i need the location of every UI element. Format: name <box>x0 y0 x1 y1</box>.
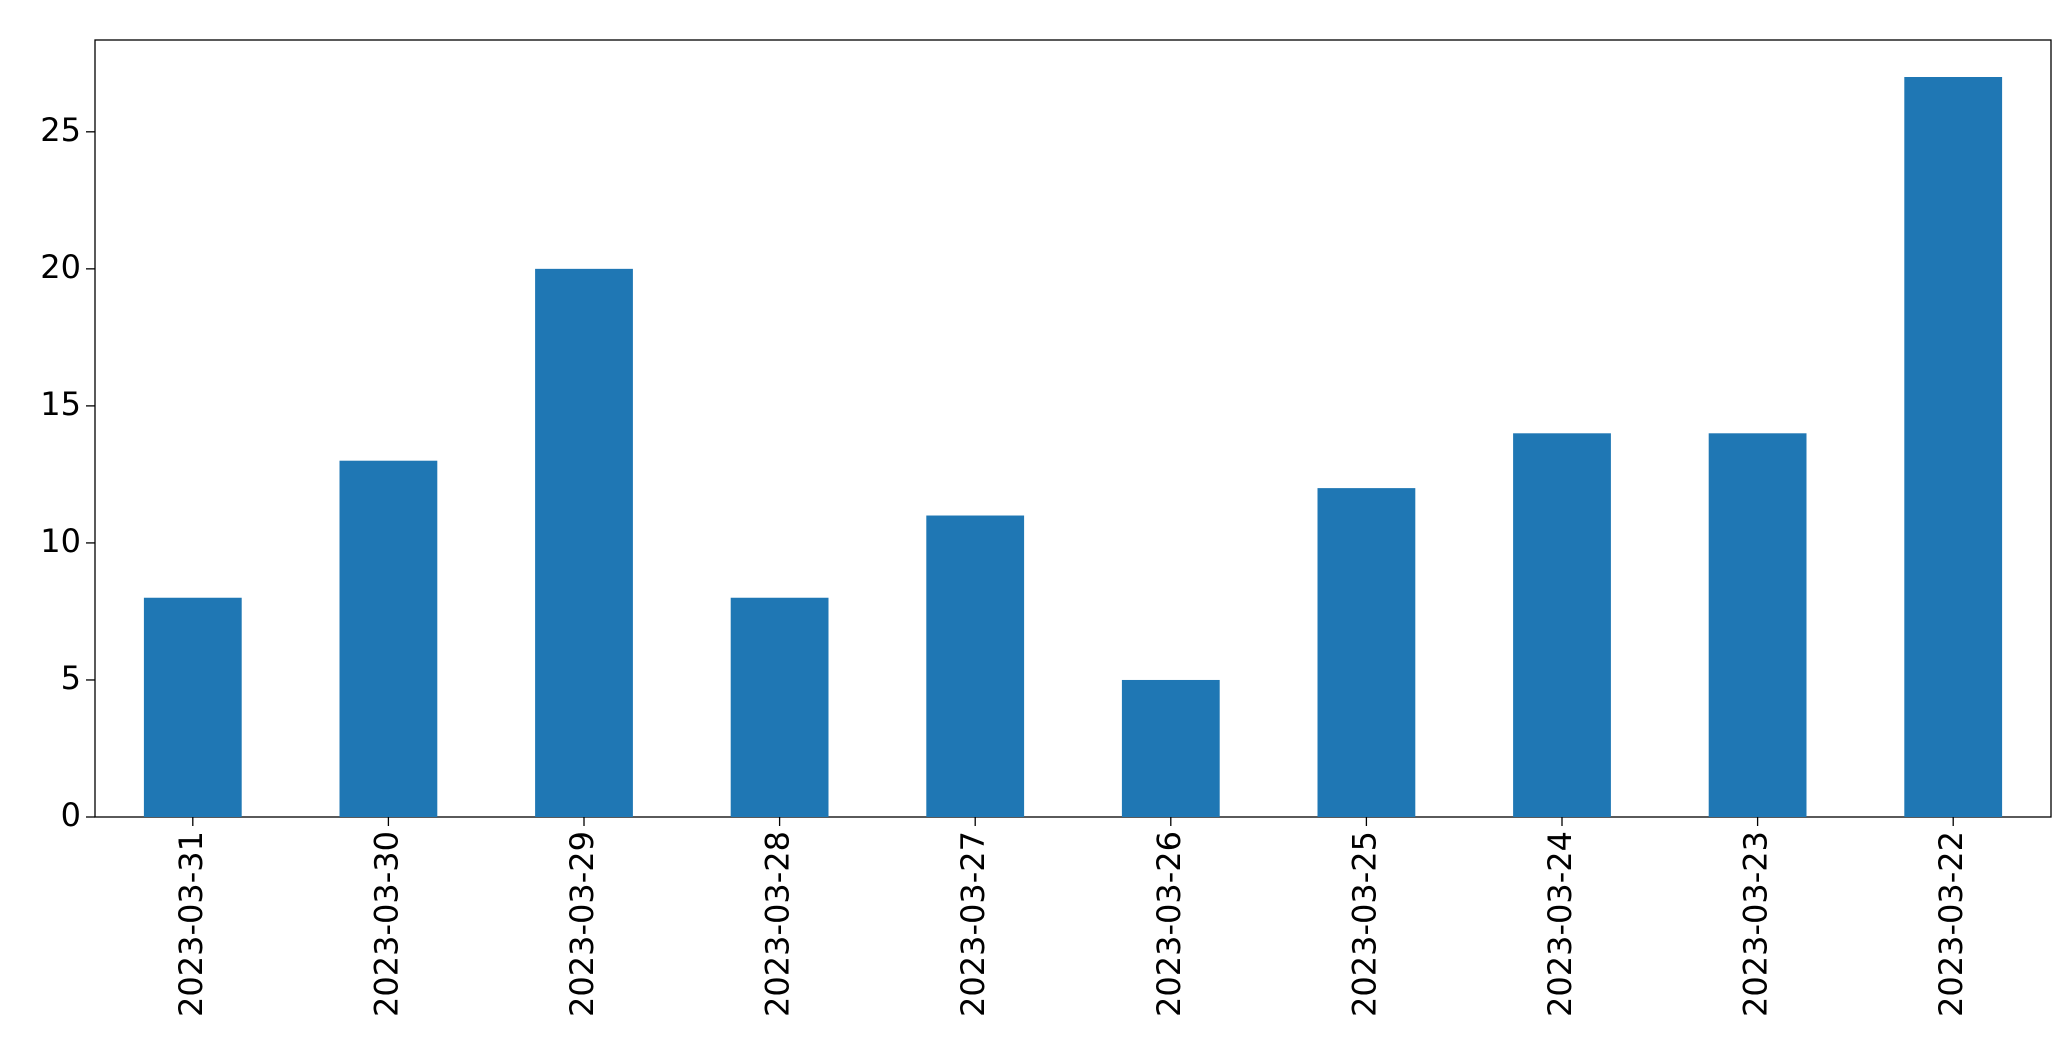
bar <box>339 460 438 817</box>
bar <box>926 515 1025 817</box>
x-tick-label: 2023-03-27 <box>954 831 992 1017</box>
bar <box>730 597 829 817</box>
y-tick-label: 10 <box>40 522 81 560</box>
x-tick-label: 2023-03-24 <box>1541 831 1579 1017</box>
bar <box>1513 433 1611 817</box>
x-tick-label: 2023-03-23 <box>1737 831 1775 1017</box>
y-tick-label: 0 <box>61 796 81 834</box>
x-tick-label: 2023-03-28 <box>759 831 797 1017</box>
bar <box>1121 679 1220 817</box>
y-tick-label: 15 <box>40 385 81 423</box>
bar <box>1708 433 1807 817</box>
x-tick-label: 2023-03-25 <box>1345 831 1383 1017</box>
x-tick-label: 2023-03-30 <box>367 831 405 1017</box>
bar <box>143 597 242 817</box>
x-tick-label: 2023-03-26 <box>1150 831 1188 1017</box>
x-tick-label: 2023-03-29 <box>563 831 601 1017</box>
bar <box>1317 488 1416 817</box>
y-tick-label: 5 <box>61 659 81 697</box>
x-tick-label: 2023-03-22 <box>1932 831 1970 1017</box>
x-tick-label: 2023-03-31 <box>172 831 210 1017</box>
y-tick-label: 20 <box>40 248 81 286</box>
y-tick-label: 25 <box>40 111 81 149</box>
bar <box>1904 77 2003 817</box>
plot-frame <box>94 39 2052 818</box>
bar <box>535 268 633 818</box>
